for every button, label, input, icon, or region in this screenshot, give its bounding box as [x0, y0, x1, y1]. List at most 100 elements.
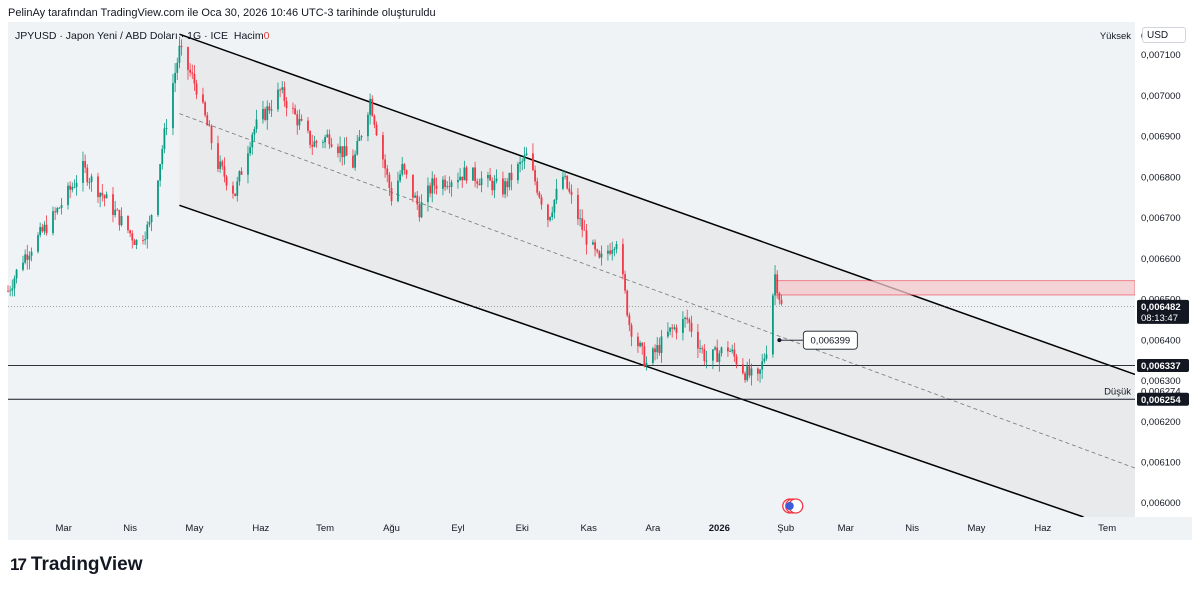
candle-body[interactable]: [637, 336, 639, 347]
candle-body[interactable]: [191, 72, 194, 74]
candle-body[interactable]: [73, 186, 76, 188]
candle-body[interactable]: [519, 162, 521, 165]
candle-body[interactable]: [397, 180, 399, 202]
candle-body[interactable]: [240, 171, 243, 175]
candle-body[interactable]: [30, 251, 33, 256]
candle-body[interactable]: [600, 253, 603, 258]
candle-body[interactable]: [757, 368, 759, 374]
candle-body[interactable]: [733, 349, 736, 357]
candle-body[interactable]: [345, 146, 348, 156]
candle-body[interactable]: [251, 134, 254, 148]
candle-body[interactable]: [330, 144, 333, 147]
candle-body[interactable]: [339, 146, 342, 154]
candle-body[interactable]: [639, 342, 641, 347]
candle-body[interactable]: [446, 186, 449, 188]
candle-body[interactable]: [658, 345, 661, 353]
candle-body[interactable]: [622, 244, 624, 275]
candle-body[interactable]: [579, 218, 581, 220]
candle-body[interactable]: [628, 315, 631, 326]
candle-body[interactable]: [221, 161, 224, 167]
candle-body[interactable]: [270, 109, 273, 111]
candle-body[interactable]: [697, 331, 699, 349]
candle-body[interactable]: [399, 174, 401, 181]
candle-body[interactable]: [103, 195, 106, 199]
candle-body[interactable]: [517, 164, 519, 181]
candle-body[interactable]: [294, 108, 297, 115]
candle-body[interactable]: [667, 331, 669, 337]
candle-body[interactable]: [718, 353, 721, 362]
candle-body[interactable]: [596, 249, 599, 252]
candle-body[interactable]: [686, 317, 689, 320]
candle-body[interactable]: [450, 182, 453, 187]
candle-body[interactable]: [716, 347, 719, 362]
candle-body[interactable]: [9, 290, 12, 292]
candle-body[interactable]: [778, 293, 781, 300]
candle-body[interactable]: [577, 194, 579, 220]
candle-body[interactable]: [296, 114, 299, 126]
candle-body[interactable]: [523, 155, 526, 162]
candle-body[interactable]: [133, 240, 136, 245]
candle-body[interactable]: [41, 227, 44, 232]
resistance-zone[interactable]: [774, 280, 1136, 296]
candle-body[interactable]: [369, 98, 371, 115]
candle-body[interactable]: [52, 211, 54, 234]
candle-body[interactable]: [684, 317, 686, 320]
candle-body[interactable]: [613, 249, 616, 251]
candle-body[interactable]: [493, 180, 496, 191]
candle-body[interactable]: [99, 192, 102, 198]
candle-body[interactable]: [26, 254, 29, 260]
candle-body[interactable]: [15, 269, 18, 279]
candle-body[interactable]: [403, 164, 406, 171]
candle-body[interactable]: [180, 45, 183, 48]
candle-body[interactable]: [127, 215, 129, 231]
candle-body[interactable]: [566, 175, 569, 189]
candle-body[interactable]: [630, 325, 633, 337]
candle-body[interactable]: [487, 175, 489, 179]
candle-body[interactable]: [626, 290, 629, 316]
candle-body[interactable]: [219, 161, 222, 169]
candle-body[interactable]: [22, 262, 24, 270]
candle-body[interactable]: [285, 101, 288, 108]
candle-body[interactable]: [37, 235, 39, 252]
candle-body[interactable]: [56, 208, 59, 213]
candle-body[interactable]: [386, 168, 389, 175]
candle-body[interactable]: [112, 194, 114, 216]
candle-body[interactable]: [731, 349, 734, 352]
candle-body[interactable]: [328, 134, 331, 145]
candle-body[interactable]: [84, 161, 87, 168]
candle-body[interactable]: [354, 154, 356, 168]
candle-body[interactable]: [358, 137, 361, 141]
candle-body[interactable]: [249, 147, 252, 154]
candle-body[interactable]: [652, 348, 654, 363]
candle-body[interactable]: [720, 347, 723, 354]
candle-body[interactable]: [195, 83, 198, 95]
candle-body[interactable]: [371, 98, 374, 116]
candle-body[interactable]: [326, 134, 329, 137]
candle-body[interactable]: [174, 72, 177, 84]
candle-body[interactable]: [671, 327, 674, 329]
candle-body[interactable]: [555, 188, 558, 200]
candle-body[interactable]: [549, 217, 551, 221]
candle-body[interactable]: [129, 230, 132, 234]
channel-midline[interactable]: [179, 113, 1136, 469]
candle-body[interactable]: [553, 199, 556, 213]
candle-body[interactable]: [669, 327, 671, 332]
candle-body[interactable]: [161, 148, 164, 165]
candle-body[interactable]: [13, 278, 16, 289]
candle-body[interactable]: [609, 250, 611, 254]
time-axis-bg[interactable]: [8, 517, 1135, 540]
candle-body[interactable]: [255, 119, 258, 129]
candle-body[interactable]: [714, 347, 716, 350]
candle-body[interactable]: [536, 181, 539, 193]
candle-body[interactable]: [322, 142, 324, 144]
candle-body[interactable]: [225, 176, 228, 186]
candle-body[interactable]: [266, 106, 269, 120]
candle-body[interactable]: [712, 349, 714, 361]
candle-body[interactable]: [465, 167, 468, 181]
candle-body[interactable]: [459, 176, 461, 181]
candle-body[interactable]: [420, 202, 423, 218]
candle-body[interactable]: [54, 211, 57, 213]
candle-body[interactable]: [382, 135, 384, 160]
candle-body[interactable]: [448, 186, 451, 188]
